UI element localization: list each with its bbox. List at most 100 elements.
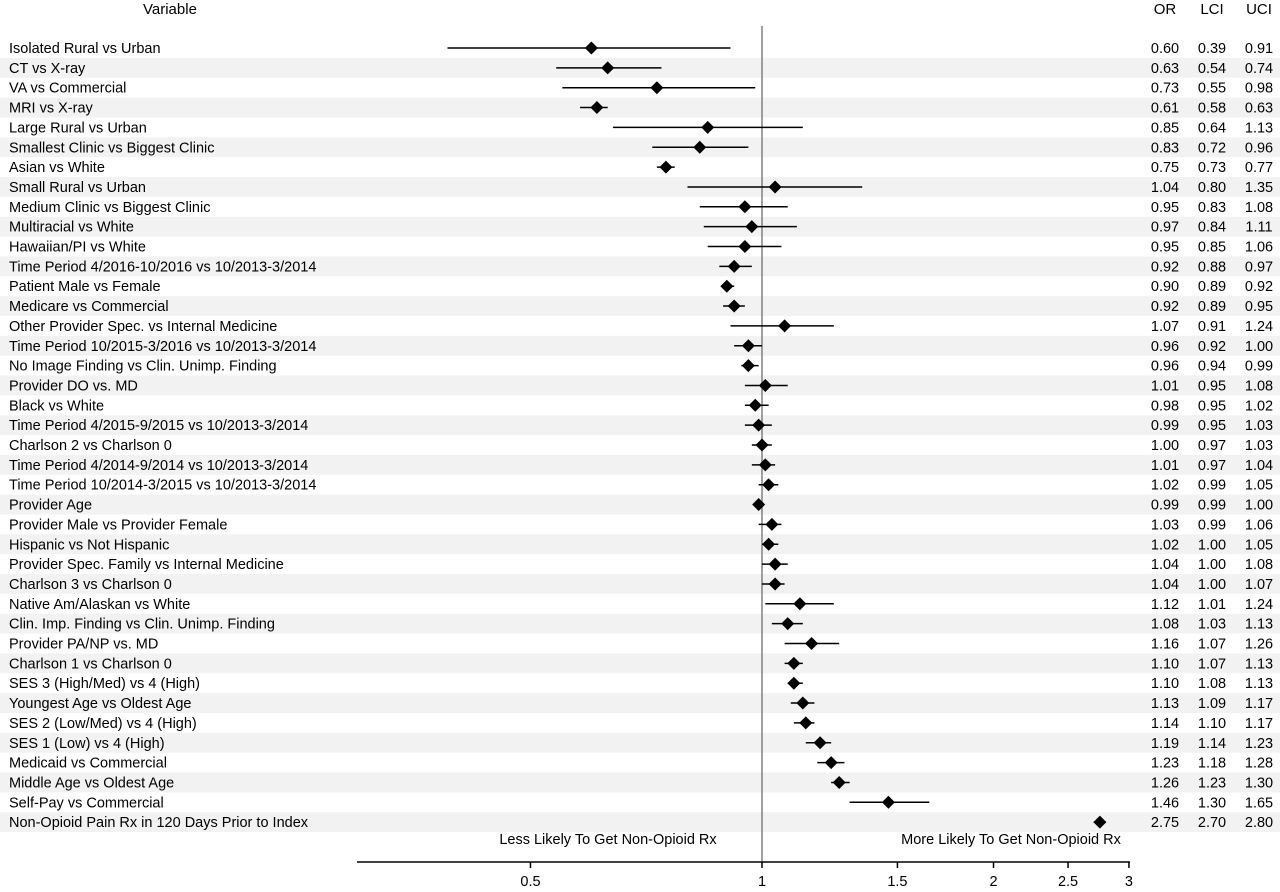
uci-value: 0.96: [1245, 140, 1273, 156]
or-marker: [762, 537, 776, 551]
row-label: Self-Pay vs Commercial: [9, 795, 164, 811]
forest-row: No Image Finding vs Clin. Unimp. Finding…: [9, 359, 1273, 375]
lci-header: LCI: [1200, 1, 1223, 18]
lci-value: 0.97: [1198, 438, 1226, 454]
or-value: 0.96: [1151, 339, 1179, 355]
lci-value: 0.99: [1198, 498, 1226, 514]
forest-row: Charlson 1 vs Charlson 0 1.10 1.07 1.13: [9, 656, 1273, 672]
row-label: Asian vs White: [9, 160, 105, 176]
uci-value: 1.30: [1245, 775, 1273, 791]
or-marker: [601, 61, 615, 75]
uci-value: 1.26: [1245, 637, 1273, 653]
row-label: Youngest Age vs Oldest Age: [9, 696, 191, 712]
forest-row: Isolated Rural vs Urban 0.60 0.39 0.91: [9, 41, 1273, 57]
forest-row: Provider Male vs Provider Female 1.03 0.99…: [9, 517, 1273, 533]
lci-value: 0.95: [1198, 398, 1226, 414]
lci-value: 0.73: [1198, 160, 1226, 176]
or-marker: [741, 359, 755, 373]
row-stripe: [0, 732, 1280, 753]
forest-row: Time Period 4/2014-9/2014 vs 10/2013-3/2…: [9, 458, 1273, 474]
or-value: 1.14: [1151, 716, 1179, 732]
lci-value: 0.83: [1198, 200, 1226, 216]
row-stripe: [0, 812, 1280, 833]
row-label: Other Provider Spec. vs Internal Medicin…: [9, 319, 277, 335]
or-marker: [727, 299, 741, 313]
or-marker: [590, 101, 604, 115]
row-label: Clin. Imp. Finding vs Clin. Unimp. Findi…: [9, 617, 275, 633]
or-value: 1.01: [1151, 458, 1179, 474]
or-marker: [881, 795, 895, 809]
uci-value: 1.24: [1245, 597, 1273, 613]
or-marker: [778, 319, 792, 333]
forest-row: Time Period 4/2016-10/2016 vs 10/2013-3/…: [9, 259, 1273, 275]
forest-row: Native Am/Alaskan vs White 1.12 1.01 1.24: [9, 597, 1273, 613]
uci-value: 1.13: [1245, 676, 1273, 692]
lci-value: 1.09: [1198, 696, 1226, 712]
uci-value: 0.92: [1245, 279, 1273, 295]
lci-value: 2.70: [1198, 815, 1226, 831]
lci-value: 1.00: [1198, 577, 1226, 593]
or-marker: [765, 517, 779, 531]
lci-value: 0.92: [1198, 339, 1226, 355]
forest-row: SES 1 (Low) vs 4 (High) 1.19 1.14 1.23: [9, 736, 1273, 752]
uci-value: 1.13: [1245, 120, 1273, 136]
uci-value: 1.23: [1245, 736, 1273, 752]
uci-value: 0.97: [1245, 259, 1273, 275]
uci-value: 1.13: [1245, 617, 1273, 633]
or-value: 0.92: [1151, 259, 1179, 275]
row-stripe: [0, 772, 1280, 793]
row-label: SES 2 (Low/Med) vs 4 (High): [9, 716, 197, 732]
or-value: 1.10: [1151, 656, 1179, 672]
lci-value: 1.10: [1198, 716, 1226, 732]
uci-value: 1.05: [1245, 478, 1273, 494]
uci-value: 1.08: [1245, 378, 1273, 394]
row-stripe: [0, 256, 1280, 277]
lci-value: 1.14: [1198, 736, 1226, 752]
row-label: Provider Spec. Family vs Internal Medici…: [9, 557, 284, 573]
or-value: 0.60: [1151, 41, 1179, 57]
row-stripe: [0, 574, 1280, 594]
or-marker: [752, 498, 766, 512]
lci-value: 0.89: [1198, 279, 1226, 295]
lci-value: 1.03: [1198, 617, 1226, 633]
or-value: 0.63: [1151, 61, 1179, 77]
lci-value: 0.80: [1198, 180, 1226, 196]
uci-value: 1.04: [1245, 458, 1273, 474]
variable-header: Variable: [143, 1, 197, 18]
lci-value: 0.85: [1198, 240, 1226, 256]
or-value: 1.12: [1151, 597, 1179, 613]
forest-row: Provider Spec. Family vs Internal Medici…: [9, 557, 1273, 573]
or-value: 0.85: [1151, 120, 1179, 136]
or-marker: [741, 339, 755, 353]
or-marker: [745, 220, 759, 234]
forest-row: Charlson 2 vs Charlson 0 1.00 0.97 1.03: [9, 438, 1273, 454]
row-stripe: [0, 613, 1280, 634]
or-marker: [805, 637, 819, 650]
or-marker: [796, 696, 810, 710]
or-value: 0.99: [1151, 498, 1179, 514]
row-label: Middle Age vs Oldest Age: [9, 775, 174, 791]
x-tick-label: 2.5: [1058, 874, 1078, 890]
x-tick-label: 0.5: [520, 874, 540, 890]
forest-row: Hispanic vs Not Hispanic 1.02 1.00 1.05: [9, 537, 1273, 553]
forest-row: Medicaid vs Commercial 1.23 1.18 1.28: [9, 756, 1273, 772]
uci-value: 1.65: [1245, 795, 1273, 811]
uci-value: 1.02: [1245, 398, 1273, 414]
uci-value: 1.13: [1245, 656, 1273, 672]
row-stripe: [0, 375, 1280, 396]
row-label: Hispanic vs Not Hispanic: [9, 537, 169, 553]
forest-row: Large Rural vs Urban 0.85 0.64 1.13: [9, 120, 1273, 136]
lci-value: 0.97: [1198, 458, 1226, 474]
or-value: 1.02: [1151, 478, 1179, 494]
row-stripe: [0, 653, 1280, 674]
or-marker: [832, 775, 846, 789]
or-value: 0.73: [1151, 81, 1179, 97]
row-label: Time Period 10/2014-3/2015 vs 10/2013-3/…: [9, 478, 316, 494]
row-stripe: [0, 177, 1280, 197]
lci-value: 1.30: [1198, 795, 1226, 811]
or-marker: [768, 557, 782, 571]
lci-value: 1.18: [1198, 756, 1226, 772]
uci-value: 1.35: [1245, 180, 1273, 196]
forest-row: Time Period 10/2014-3/2015 vs 10/2013-3/…: [9, 478, 1273, 494]
